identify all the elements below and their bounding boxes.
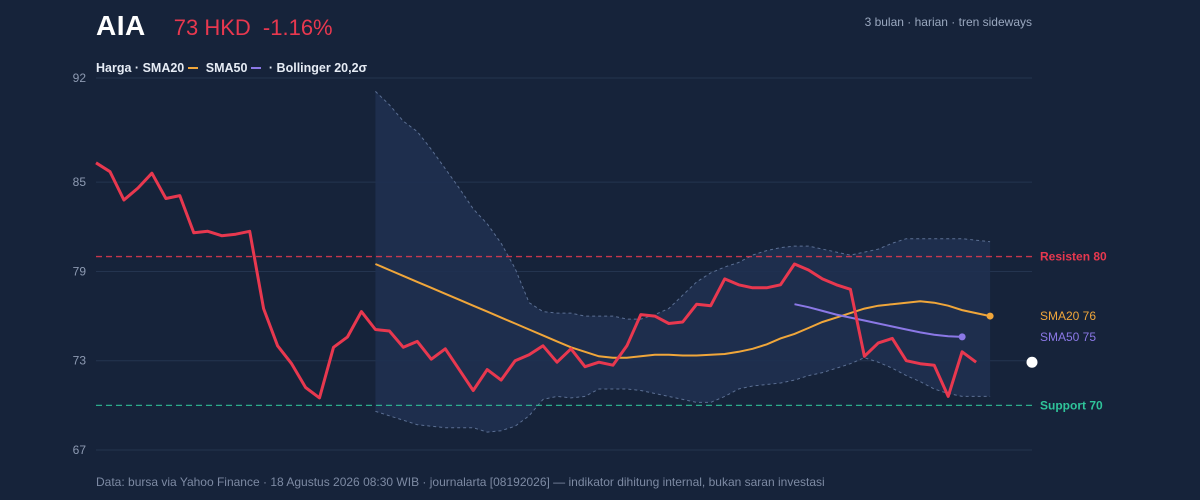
- sma50-end-label: SMA50 75: [1040, 330, 1096, 344]
- header: AIA 73 HKD -1.16%: [96, 10, 333, 42]
- legend-separator: ·: [134, 61, 140, 75]
- ticker-symbol: AIA: [96, 10, 146, 41]
- bollinger-band-fill: [375, 91, 991, 433]
- legend-bollinger: · Bollinger 20,2σ: [268, 61, 368, 75]
- legend-sma20-swatch: [188, 66, 199, 69]
- bollinger-upper-line: [375, 91, 991, 320]
- legend: Harga · SMA20 SMA50 · Bollinger 20,2σ: [96, 61, 367, 75]
- last-price: 73 HKD: [173, 15, 251, 40]
- legend-price: Harga: [96, 61, 132, 75]
- data-source-footer: Data: bursa via Yahoo Finance · 18 Agust…: [96, 475, 825, 489]
- support-level-label: Support 70: [1040, 398, 1103, 412]
- last-price-marker: [1026, 356, 1038, 368]
- y-tick-label: 92: [73, 71, 87, 85]
- sma50-end-marker: [958, 333, 966, 341]
- legend-sma20: SMA20: [142, 61, 185, 75]
- bollinger-lower-line: [375, 357, 991, 433]
- sma20-end-marker: [986, 312, 994, 320]
- legend-sma50-swatch: [251, 66, 262, 69]
- price-line: [95, 161, 977, 400]
- y-tick-label: 73: [73, 354, 87, 368]
- sma50-line: [794, 303, 963, 338]
- sma20-line: [375, 263, 991, 359]
- sma20-end-label: SMA20 76: [1040, 309, 1096, 323]
- legend-sma50: SMA50: [205, 61, 248, 75]
- y-tick-label: 79: [73, 264, 87, 278]
- y-tick-label: 85: [73, 175, 87, 189]
- resisten-level-label: Resisten 80: [1040, 250, 1107, 264]
- price-change: -1.16%: [262, 15, 333, 40]
- y-tick-label: 67: [73, 443, 87, 457]
- chart-context: 3 bulan · harian · tren sideways: [864, 15, 1032, 29]
- price-quote: 73 HKD -1.16%: [174, 15, 333, 41]
